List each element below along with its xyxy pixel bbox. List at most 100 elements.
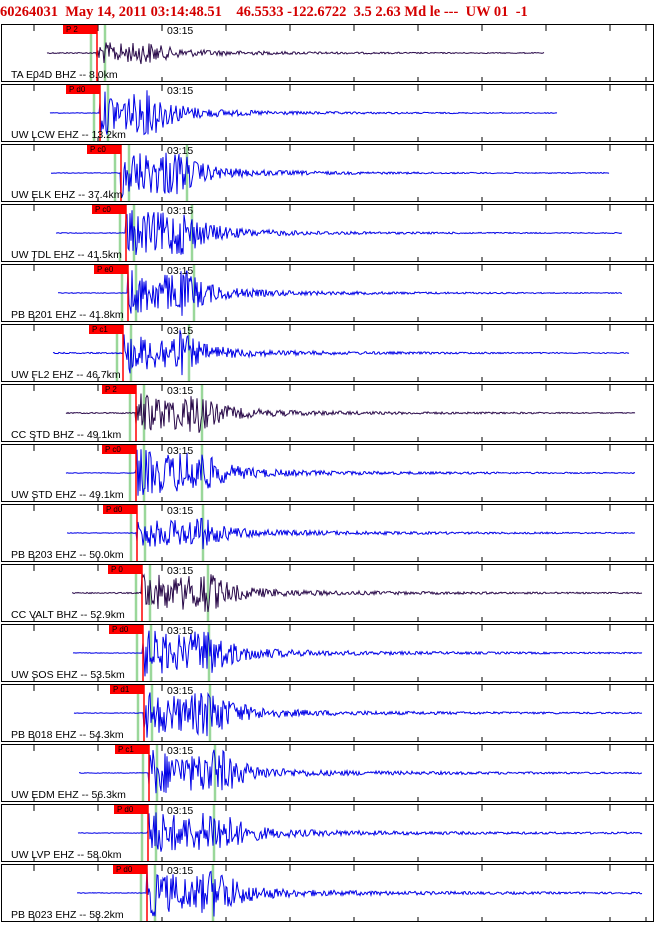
station-label: UW ELK EHZ -- 37.4km bbox=[11, 189, 123, 201]
seismogram-panel: P c0 03:15 UW ELK EHZ -- 37.4km bbox=[1, 144, 654, 202]
station-label: UW TDL EHZ -- 41.5km bbox=[11, 249, 122, 261]
seismogram-panel: P c0 03:15 UW TDL EHZ -- 41.5km bbox=[1, 204, 654, 262]
time-tick-label: 03:15 bbox=[167, 25, 194, 37]
pick-flag[interactable]: P c0 bbox=[102, 445, 136, 454]
station-label: PB B203 EHZ -- 50.0km bbox=[11, 549, 124, 561]
station-label: UW SOS EHZ -- 53.5km bbox=[11, 669, 125, 681]
waveform-trace bbox=[52, 330, 630, 376]
time-tick-label: 03:15 bbox=[167, 85, 194, 97]
waveform-trace bbox=[73, 692, 643, 738]
pick-flag[interactable]: P d0 bbox=[103, 505, 137, 514]
time-tick-label: 03:15 bbox=[167, 805, 194, 817]
time-tick-label: 03:15 bbox=[167, 265, 194, 277]
trace-plot bbox=[33, 445, 647, 501]
time-tick-label: 03:15 bbox=[167, 385, 194, 397]
seismogram-panel: P d0 03:15 PB B203 EHZ -- 50.0km bbox=[1, 504, 654, 562]
event-depth: 3.5 bbox=[353, 4, 372, 20]
seismogram-panel: P 2 03:15 TA E04D BHZ -- 8.0km bbox=[1, 24, 654, 82]
pick-flag[interactable]: P 0 bbox=[108, 565, 142, 574]
waveform-trace bbox=[66, 517, 636, 550]
station-label: PB B023 EHZ -- 58.2km bbox=[11, 909, 124, 921]
seismogram-panel: P c0 03:15 UW STD EHZ -- 49.1km bbox=[1, 444, 654, 502]
station-label: CC VALT BHZ -- 52.9km bbox=[11, 609, 125, 621]
time-tick-label: 03:15 bbox=[167, 145, 194, 157]
trace-plot bbox=[33, 265, 647, 321]
seismogram-panel: P e0 03:15 PB B201 EHZ -- 41.8km bbox=[1, 264, 654, 322]
pick-flag[interactable]: P 2 bbox=[63, 25, 97, 34]
station-label: UW STD EHZ -- 49.1km bbox=[11, 489, 124, 501]
pick-flag[interactable]: P c0 bbox=[87, 145, 121, 154]
event-network: UW 01 bbox=[465, 4, 509, 20]
station-label: UW EDM EHZ -- 56.3km bbox=[11, 789, 126, 801]
seismogram-panel: P d0 03:15 PB B023 EHZ -- 58.2km bbox=[1, 864, 654, 922]
waveform-trace bbox=[65, 449, 636, 496]
pick-flag[interactable]: P d0 bbox=[113, 865, 147, 874]
station-label: PB B201 EHZ -- 41.8km bbox=[11, 309, 124, 321]
seismogram-panel: P d0 03:15 UW LCW EHZ -- 13.2km bbox=[1, 84, 654, 142]
waveform-trace bbox=[77, 867, 643, 917]
trace-plot bbox=[33, 385, 647, 441]
pick-flag[interactable]: P c0 bbox=[92, 205, 126, 214]
trace-plot bbox=[33, 745, 647, 801]
time-tick-label: 03:15 bbox=[167, 445, 194, 457]
pick-flag[interactable]: P d0 bbox=[66, 85, 100, 94]
seismogram-panel: P d0 03:15 UW LVP EHZ -- 58.0km bbox=[1, 804, 654, 862]
pick-flag[interactable]: P c1 bbox=[89, 325, 123, 334]
trace-plot bbox=[33, 325, 647, 381]
seismogram-panel: P d0 03:15 UW SOS EHZ -- 53.5km bbox=[1, 624, 654, 682]
time-tick-label: 03:15 bbox=[167, 205, 194, 217]
event-flags: le --- bbox=[429, 4, 459, 20]
seismogram-panel: P c1 03:15 UW FL2 EHZ -- 46.7km bbox=[1, 324, 654, 382]
pick-flag[interactable]: P d0 bbox=[114, 805, 148, 814]
event-magnitude: 2.63 Md bbox=[375, 4, 427, 20]
event-id: 60264031 bbox=[0, 4, 58, 20]
station-label: CC STD BHZ -- 49.1km bbox=[11, 429, 122, 441]
time-tick-label: 03:15 bbox=[167, 865, 194, 877]
event-header: 60264031 May 14, 2011 03:14:48.51 46.553… bbox=[0, 0, 656, 24]
trace-plot bbox=[33, 205, 647, 261]
station-label: UW LVP EHZ -- 58.0km bbox=[11, 849, 122, 861]
seismogram-panels: P 2 03:15 TA E04D BHZ -- 8.0km P d0 03:15 UW … bbox=[0, 24, 656, 926]
pick-flag[interactable]: P d1 bbox=[110, 685, 144, 694]
time-tick-label: 03:15 bbox=[167, 565, 194, 577]
waveform-trace bbox=[65, 393, 636, 433]
pick-flag[interactable]: P e0 bbox=[94, 265, 128, 274]
station-label: UW FL2 EHZ -- 46.7km bbox=[11, 369, 121, 381]
trace-plot bbox=[33, 805, 647, 861]
time-tick-label: 03:15 bbox=[167, 625, 194, 637]
station-label: PB B018 EHZ -- 54.3km bbox=[11, 729, 124, 741]
trace-plot bbox=[33, 865, 647, 921]
trace-plot bbox=[33, 85, 647, 141]
trace-plot bbox=[33, 25, 647, 81]
waveform-trace bbox=[55, 210, 622, 256]
waveform-trace bbox=[49, 90, 558, 136]
pick-flag[interactable]: P 2 bbox=[102, 385, 136, 394]
waveform-trace bbox=[78, 749, 642, 794]
seismogram-panel: P c1 03:15 UW EDM EHZ -- 56.3km bbox=[1, 744, 654, 802]
waveform-trace bbox=[72, 630, 643, 677]
trace-plot bbox=[33, 145, 647, 201]
pick-flag[interactable]: P d0 bbox=[109, 625, 143, 634]
waveform-trace bbox=[71, 573, 643, 612]
event-datetime: May 14, 2011 03:14:48.51 bbox=[65, 4, 222, 20]
waveform-trace bbox=[77, 812, 643, 852]
event-lat: 46.5533 bbox=[236, 4, 284, 20]
pick-flag[interactable]: P c1 bbox=[115, 745, 149, 754]
station-label: UW LCW EHZ -- 13.2km bbox=[11, 129, 126, 141]
time-tick-label: 03:15 bbox=[167, 505, 194, 517]
trace-plot bbox=[33, 685, 647, 741]
waveform-trace bbox=[46, 42, 545, 65]
seismogram-panel: P 0 03:15 CC VALT BHZ -- 52.9km bbox=[1, 564, 654, 622]
waveform-trace bbox=[50, 152, 610, 201]
seismogram-panel: P 2 03:15 CC STD BHZ -- 49.1km bbox=[1, 384, 654, 442]
event-version: -1 bbox=[515, 4, 528, 20]
trace-plot bbox=[33, 505, 647, 561]
event-lon: -122.6722 bbox=[287, 4, 347, 20]
trace-plot bbox=[33, 565, 647, 621]
seismogram-panel: P d1 03:15 PB B018 EHZ -- 54.3km bbox=[1, 684, 654, 742]
time-tick-label: 03:15 bbox=[167, 325, 194, 337]
waveform-trace bbox=[58, 269, 623, 316]
station-label: TA E04D BHZ -- 8.0km bbox=[11, 69, 118, 81]
time-tick-label: 03:15 bbox=[167, 745, 194, 757]
time-tick-label: 03:15 bbox=[167, 685, 194, 697]
